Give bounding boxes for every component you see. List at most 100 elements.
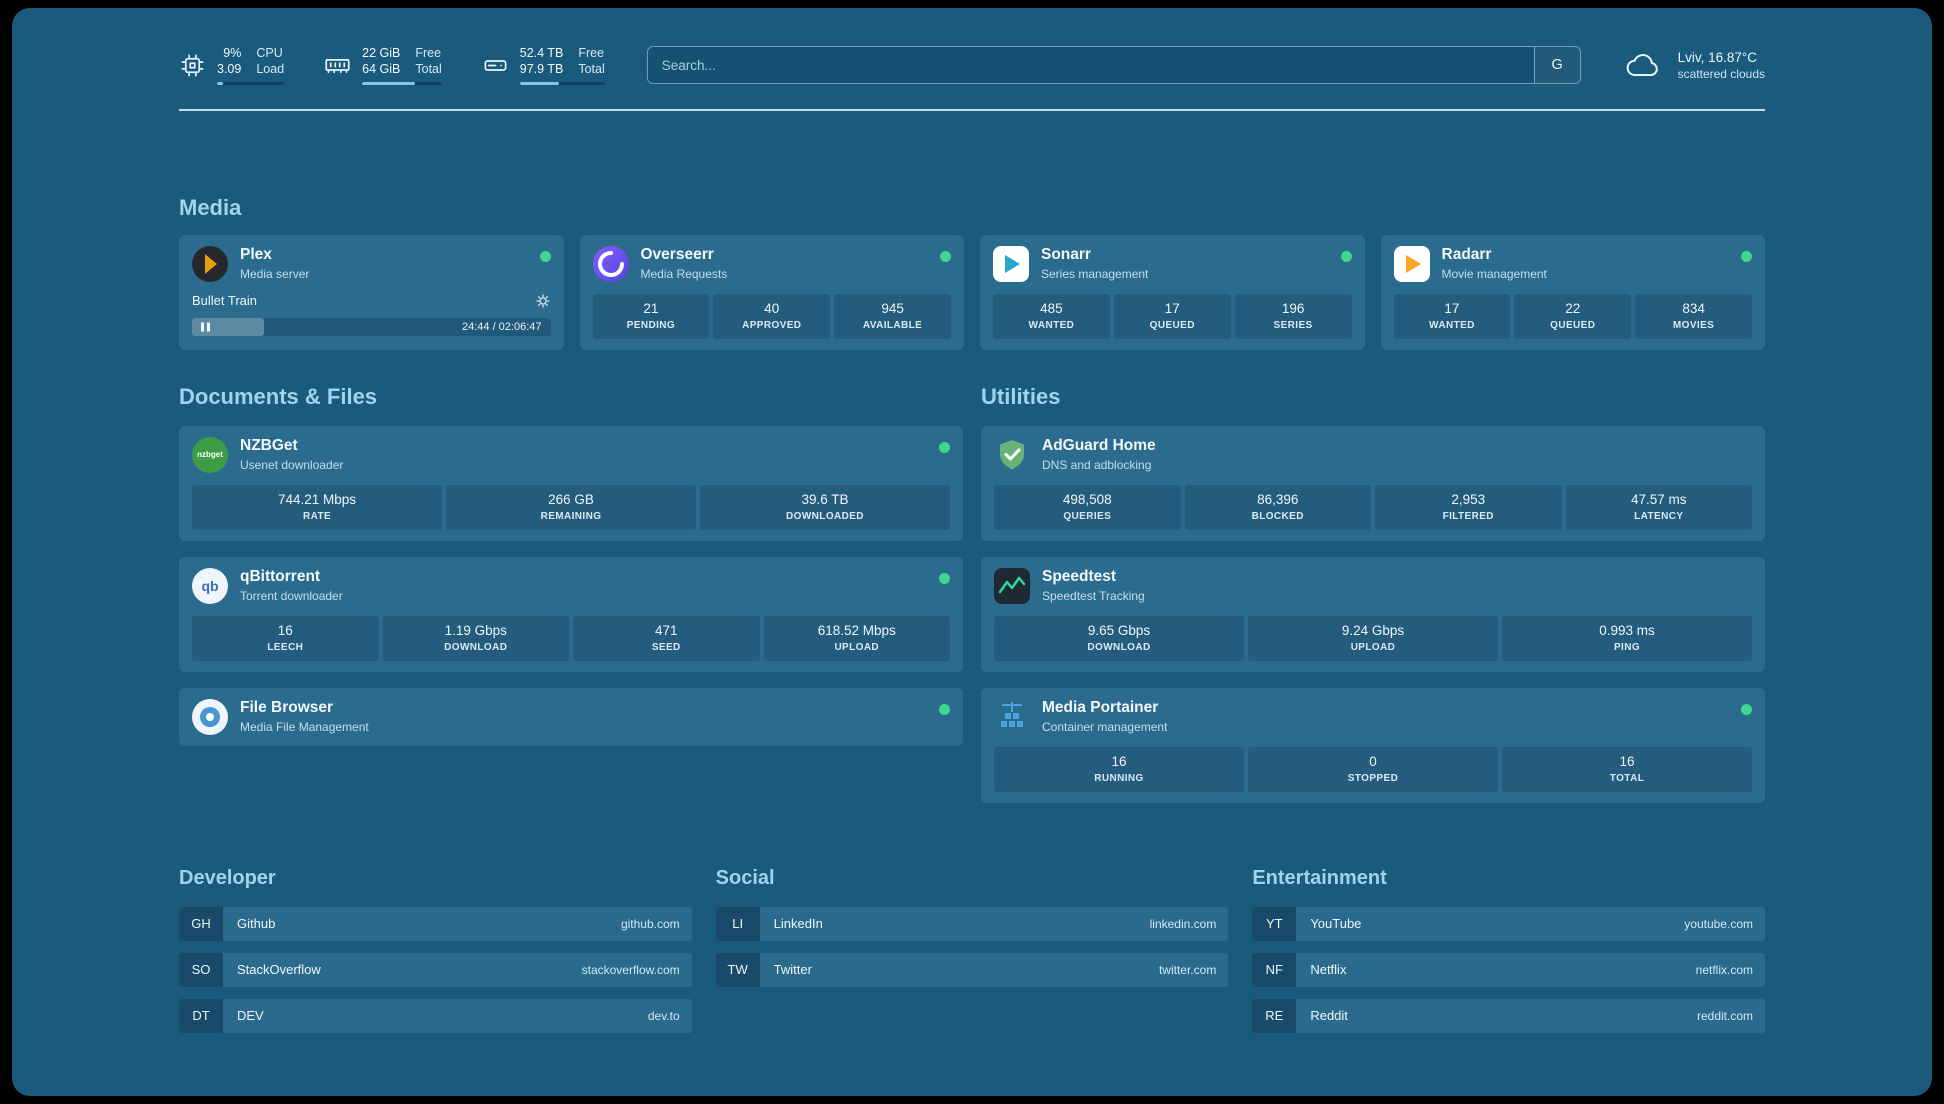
- stat: 0.993 ms PING: [1502, 615, 1752, 661]
- bookmarks-social: Social LI LinkedIn linkedin.com TW Twitt…: [715, 866, 1229, 987]
- card-title: Overseerr: [640, 246, 714, 264]
- cpu-usage-label: CPU: [256, 46, 283, 60]
- bookmark-url: github.com: [620, 916, 680, 931]
- speedtest-card[interactable]: Speedtest Speedtest Tracking 9.65 Gbps DO…: [981, 556, 1765, 672]
- cpu-load-value: 3.09: [217, 62, 242, 77]
- playback-time: 24:44 / 02:06:47: [461, 320, 542, 333]
- bookmark-abbr: LI: [715, 906, 760, 941]
- memory-free-label: Free: [415, 46, 442, 60]
- card-subtitle: Media Requests: [640, 267, 728, 282]
- plex-icon: [192, 245, 228, 282]
- cpu-usage-value: 9%: [223, 46, 242, 60]
- search-input[interactable]: [647, 47, 1534, 84]
- playback-progress: 24:44 / 02:06:47: [192, 317, 551, 336]
- card-subtitle: Usenet downloader: [240, 458, 344, 473]
- bookmark-reddit[interactable]: RE Reddit reddit.com: [1252, 998, 1765, 1033]
- memory-free-value: 22 GiB: [362, 46, 401, 60]
- stat: 834 MOVIES: [1635, 293, 1752, 339]
- card-subtitle: Media File Management: [240, 720, 369, 735]
- stat: 744.21 Mbps RATE: [192, 484, 442, 530]
- cpu-stat: 9% CPU 3.09 Load: [179, 46, 285, 85]
- status-dot: [939, 441, 950, 453]
- bookmark-abbr: YT: [1252, 906, 1297, 941]
- card-title: qBittorrent: [240, 568, 321, 586]
- bookmark-name: Netflix: [1310, 962, 1347, 978]
- radarr-card[interactable]: Radarr Movie management 17 WANTED 22 QUEUE…: [1380, 234, 1765, 350]
- bookmark-abbr: RE: [1252, 998, 1297, 1033]
- stat: 0 STOPPED: [1248, 746, 1498, 792]
- filebrowser-card[interactable]: File Browser Media File Management: [179, 687, 963, 746]
- adguard-card[interactable]: AdGuard Home DNS and adblocking 498,508 Q…: [981, 425, 1765, 541]
- stat: 471 SEED: [573, 615, 760, 661]
- stat: 40 APPROVED: [713, 293, 831, 339]
- card-title: AdGuard Home: [1042, 437, 1156, 455]
- memory-progress-bar: [362, 81, 442, 85]
- now-playing-title: Bullet Train: [192, 293, 258, 309]
- utilities-heading: Utilities: [981, 383, 1061, 409]
- dashboard: 9% CPU 3.09 Load 22 GiB Free 64 G: [12, 8, 1932, 1096]
- disk-total-value: 97.9 TB: [519, 62, 564, 77]
- stat: 86,396 BLOCKED: [1184, 484, 1371, 530]
- card-subtitle: Torrent downloader: [240, 589, 343, 604]
- top-bar: 9% CPU 3.09 Load 22 GiB Free 64 G: [179, 46, 1765, 85]
- disk-stat: 52.4 TB Free 97.9 TB Total: [482, 46, 605, 85]
- bookmark-dev[interactable]: DT DEV dev.to: [179, 998, 692, 1033]
- portainer-icon: [994, 699, 1030, 735]
- bookmark-name: StackOverflow: [237, 962, 321, 978]
- qbittorrent-icon: qb: [192, 567, 228, 604]
- overseerr-card[interactable]: Overseerr Media Requests 21 PENDING 40 APP…: [579, 234, 964, 350]
- stat: 47.57 ms LATENCY: [1565, 484, 1752, 530]
- memory-stat: 22 GiB Free 64 GiB Total: [324, 46, 442, 85]
- pause-button[interactable]: [201, 322, 210, 332]
- header-divider: [179, 108, 1765, 111]
- documents-section: Documents & Files nzbget NZBGet Usenet d…: [179, 384, 963, 746]
- card-subtitle: Speedtest Tracking: [1042, 589, 1145, 604]
- filebrowser-icon: [192, 698, 228, 735]
- portainer-card[interactable]: Media Portainer Container management 16 R…: [981, 687, 1765, 803]
- plex-card[interactable]: Plex Media server Bullet Train 24:44 / 0…: [179, 234, 564, 350]
- card-subtitle: Movie management: [1441, 267, 1547, 282]
- stat: 39.6 TB DOWNLOADED: [700, 484, 950, 530]
- social-heading: Social: [715, 866, 775, 889]
- bookmark-url: linkedin.com: [1149, 916, 1217, 931]
- stat: 16 TOTAL: [1502, 746, 1752, 792]
- utilities-section: Utilities AdGuard Home DNS and adblockin…: [981, 384, 1765, 803]
- weather-condition: scattered clouds: [1677, 66, 1765, 81]
- bookmark-github[interactable]: GH Github github.com: [179, 906, 692, 941]
- speedtest-icon: [994, 567, 1030, 604]
- card-subtitle: DNS and adblocking: [1042, 458, 1152, 473]
- qbittorrent-card[interactable]: qb qBittorrent Torrent downloader 16 LEEC…: [179, 556, 963, 672]
- weather-location-temp: Lviv, 16.87°C: [1677, 49, 1758, 65]
- cpu-progress-bar: [217, 81, 285, 85]
- status-dot: [939, 572, 950, 584]
- nzbget-card[interactable]: nzbget NZBGet Usenet downloader 744.21 M…: [179, 425, 963, 541]
- sonarr-card[interactable]: Sonarr Series management 485 WANTED 17 QUE…: [980, 234, 1365, 350]
- status-dot: [939, 703, 950, 715]
- card-title: Speedtest: [1042, 568, 1117, 586]
- card-subtitle: Container management: [1042, 720, 1168, 735]
- bookmark-twitter[interactable]: TW Twitter twitter.com: [715, 952, 1229, 987]
- stat: 16 RUNNING: [994, 746, 1244, 792]
- gear-icon[interactable]: [535, 293, 551, 309]
- card-title: NZBGet: [240, 437, 298, 455]
- sonarr-icon: [993, 245, 1029, 282]
- developer-heading: Developer: [179, 866, 276, 889]
- bookmark-url: netflix.com: [1695, 962, 1753, 977]
- search-provider-button[interactable]: G: [1533, 47, 1580, 84]
- bookmark-name: DEV: [237, 1008, 264, 1024]
- bookmark-linkedin[interactable]: LI LinkedIn linkedin.com: [715, 906, 1229, 941]
- disk-progress-bar: [519, 81, 605, 85]
- disk-free-label: Free: [578, 46, 605, 60]
- status-dot: [1741, 250, 1752, 262]
- bookmark-url: dev.to: [647, 1008, 680, 1023]
- stat: 498,508 QUERIES: [994, 484, 1181, 530]
- bookmark-youtube[interactable]: YT YouTube youtube.com: [1252, 906, 1765, 941]
- bookmark-abbr: NF: [1252, 952, 1297, 987]
- stat: 9.24 Gbps UPLOAD: [1248, 615, 1498, 661]
- bookmark-url: youtube.com: [1684, 916, 1753, 931]
- bookmark-stackoverflow[interactable]: SO StackOverflow stackoverflow.com: [179, 952, 692, 987]
- card-title: Sonarr: [1041, 246, 1091, 264]
- card-title: Radarr: [1441, 246, 1492, 264]
- status-dot: [539, 250, 551, 262]
- bookmark-netflix[interactable]: NF Netflix netflix.com: [1252, 952, 1765, 987]
